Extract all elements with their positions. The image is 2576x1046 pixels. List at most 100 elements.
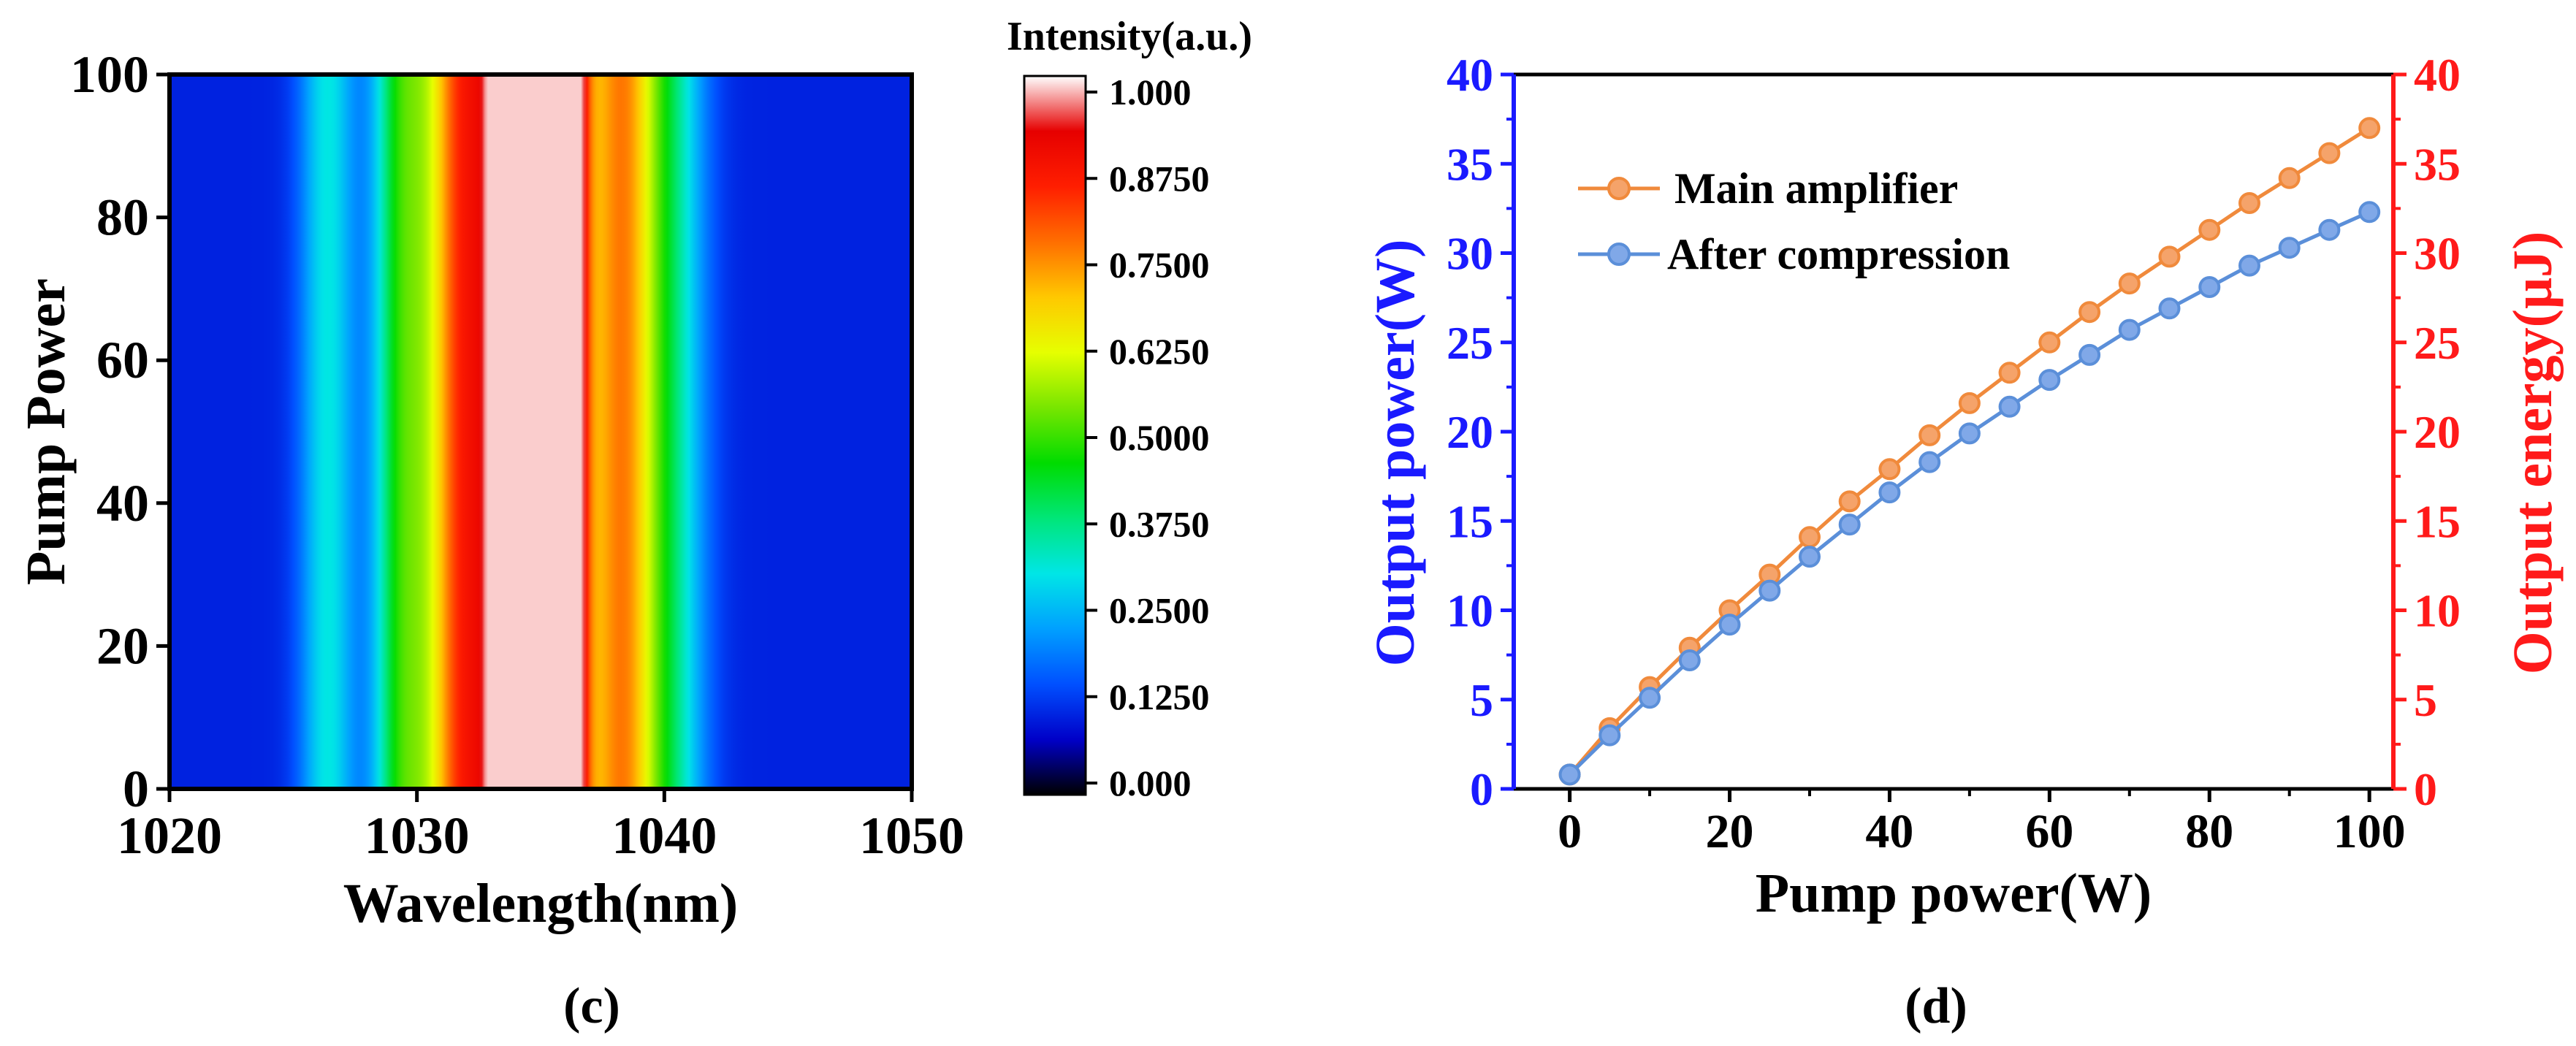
data-point-main-amplifier (1838, 490, 1861, 513)
line-chart-x-tick-label: 80 (2185, 805, 2233, 858)
colorbar-tick-label: 0.7500 (1109, 245, 1210, 286)
panel-label-c: (c) (563, 978, 620, 1034)
line-chart-x-axis-label: Pump power(W) (1756, 863, 2152, 924)
data-point-main-amplifier (2278, 167, 2301, 189)
colorbar-ticks: 0.000 0.1250 0.2500 0.3750 0.5000 0.6250 0.750… (1086, 72, 1210, 803)
left-y-tick-label: 5 (1470, 674, 1493, 726)
series-line-main-amplifier (1568, 126, 2371, 776)
data-point-main-amplifier (2158, 245, 2181, 268)
data-point-main-amplifier (1958, 392, 1981, 414)
colorbar-tick-label: 0.3750 (1109, 503, 1210, 544)
left-y-tick-label: 15 (1447, 495, 1493, 547)
line-chart-x-tick-label: 60 (2025, 805, 2073, 858)
data-point-after-compression (2078, 343, 2101, 366)
line-chart-panel: 0 20 40 60 80 1000510152025303540051015202530… (1365, 49, 2564, 1034)
data-point-after-compression (1799, 546, 1821, 568)
data-point-main-amplifier (2238, 192, 2260, 214)
series-line-after-compression (1568, 210, 2371, 776)
data-point-after-compression (2358, 201, 2381, 224)
data-point-after-compression (2238, 254, 2260, 277)
line-chart-ticks: 0 20 40 60 80 1000510152025303540051015202530… (1447, 49, 2461, 858)
heatmap-panel: 1020 1030 1040 1050 0 20 40 60 80 100 Wavelength(… (15, 14, 1252, 1034)
data-point-after-compression (1639, 687, 1661, 709)
data-point-main-amplifier (1799, 526, 1821, 549)
legend-label-after-compression: After compression (1667, 230, 2010, 278)
panel-label-d: (d) (1905, 978, 1967, 1034)
left-y-tick-label: 25 (1447, 317, 1493, 369)
right-y-tick-label: 40 (2414, 49, 2461, 101)
data-point-after-compression (1598, 724, 1621, 747)
line-chart-x-tick-label: 0 (1558, 805, 1582, 858)
right-y-tick-label: 25 (2414, 317, 2461, 369)
data-point-after-compression (1838, 514, 1861, 536)
data-point-main-amplifier (1918, 424, 1941, 446)
heatmap-x-tick-label: 1030 (365, 806, 470, 865)
data-point-after-compression (2118, 318, 2141, 341)
heatmap-y-tick-label: 60 (96, 331, 149, 389)
heatmap-y-tick-label: 0 (123, 760, 149, 818)
data-point-after-compression (2318, 218, 2341, 241)
heatmap-y-tick-label: 80 (96, 188, 149, 247)
heatmap-x-tick-label: 1040 (611, 806, 717, 865)
heatmap-x-axis-label: Wavelength(nm) (343, 873, 738, 934)
line-chart-right-y-axis-label: Output energy(μJ) (2502, 232, 2564, 675)
left-y-tick-label: 30 (1447, 228, 1493, 280)
heatmap-plot (169, 75, 912, 789)
data-point-after-compression (1678, 649, 1701, 671)
data-point-main-amplifier (2318, 142, 2341, 164)
colorbar (1023, 75, 1087, 796)
legend-marker-after-compression (1607, 243, 1631, 266)
data-point-main-amplifier (1998, 362, 2021, 384)
line-chart-x-tick-label: 20 (1706, 805, 1754, 858)
data-point-after-compression (1558, 763, 1581, 786)
data-point-after-compression (2278, 237, 2301, 259)
left-y-tick-label: 40 (1447, 49, 1493, 101)
colorbar-tick-label: 0.000 (1109, 763, 1192, 803)
heatmap-y-tick-label: 40 (96, 474, 149, 532)
colorbar-tick-label: 0.1250 (1109, 676, 1210, 717)
right-y-tick-label: 20 (2414, 406, 2461, 458)
line-chart-x-tick-label: 40 (1865, 805, 1913, 858)
data-point-after-compression (1758, 579, 1781, 602)
right-y-tick-label: 10 (2414, 585, 2461, 637)
heatmap-x-tick-label: 1020 (117, 806, 222, 865)
data-point-after-compression (2198, 276, 2221, 298)
data-point-main-amplifier (2198, 218, 2221, 241)
right-y-tick-label: 35 (2414, 138, 2461, 190)
data-point-after-compression (1918, 451, 1941, 473)
heatmap-x-tick-label: 1050 (859, 806, 964, 865)
data-point-main-amplifier (1878, 458, 1901, 481)
colorbar-tick-label: 0.6250 (1109, 331, 1210, 372)
colorbar-tick-label: 0.5000 (1109, 417, 1210, 458)
line-chart-x-tick-label: 100 (2333, 805, 2406, 858)
heatmap-frame (167, 72, 914, 791)
legend-label-main-amplifier: Main amplifier (1674, 164, 1958, 213)
right-y-tick-label: 0 (2414, 763, 2437, 815)
line-chart-series (1558, 117, 2381, 786)
legend: Main amplifier After compression (1578, 164, 2010, 278)
data-point-main-amplifier (2118, 272, 2141, 295)
left-y-tick-label: 35 (1447, 138, 1493, 190)
right-y-tick-label: 30 (2414, 228, 2461, 280)
data-point-after-compression (1718, 614, 1741, 636)
right-y-tick-label: 15 (2414, 495, 2461, 547)
heatmap-y-tick-label: 20 (96, 616, 149, 675)
colorbar-tick-label: 0.8750 (1109, 158, 1210, 199)
data-point-main-amplifier (2358, 117, 2381, 140)
colorbar-tick-label: 0.2500 (1109, 590, 1210, 631)
data-point-main-amplifier (2078, 301, 2101, 324)
right-y-tick-label: 5 (2414, 674, 2437, 726)
legend-marker-main-amplifier (1607, 177, 1631, 200)
heatmap-y-axis-label: Pump Power (15, 278, 77, 585)
left-y-tick-label: 0 (1470, 763, 1493, 815)
data-point-after-compression (1878, 481, 1901, 504)
heatmap-y-tick-label: 100 (70, 45, 149, 104)
left-y-tick-label: 10 (1447, 585, 1493, 637)
data-point-after-compression (2158, 297, 2181, 320)
colorbar-tick-label: 1.000 (1109, 72, 1192, 112)
data-point-after-compression (1998, 395, 2021, 418)
data-point-after-compression (2038, 369, 2061, 392)
heatmap-ticks: 1020 1030 1040 1050 0 20 40 60 80 100 (70, 45, 964, 865)
data-point-main-amplifier (2038, 331, 2061, 354)
